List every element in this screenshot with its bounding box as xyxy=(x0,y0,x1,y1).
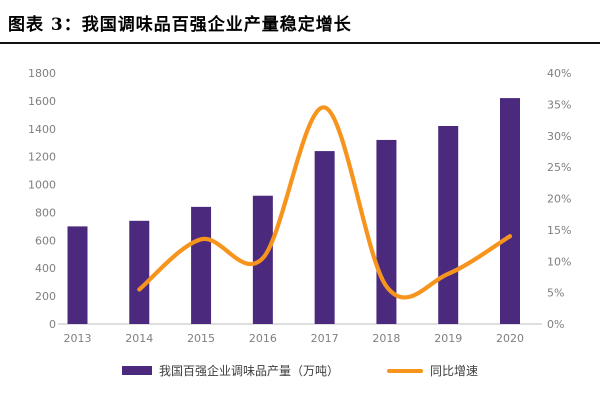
left-axis-tick-1800: 1800 xyxy=(28,67,56,80)
left-axis-tick-1400: 1400 xyxy=(28,123,56,136)
legend-label-production: 我国百强企业调味品产量（万吨） xyxy=(158,364,339,378)
bar-2019 xyxy=(438,125,459,324)
x-axis-label-2015: 2015 xyxy=(187,332,215,345)
x-axis-label-2013: 2013 xyxy=(64,332,92,345)
right-axis-tick-20%: 20% xyxy=(547,193,571,206)
x-axis-label-2014: 2014 xyxy=(125,332,153,345)
left-axis-tick-400: 400 xyxy=(35,262,56,275)
right-axis-tick-15%: 15% xyxy=(547,224,571,237)
x-axis-label-2016: 2016 xyxy=(249,332,277,345)
x-axis-label-2018: 2018 xyxy=(372,332,400,345)
right-axis-tick-30%: 30% xyxy=(547,130,571,143)
right-axis-tick-40%: 40% xyxy=(547,67,571,80)
bar-2013 xyxy=(67,226,88,324)
bar-2018 xyxy=(376,139,397,324)
bar-2020 xyxy=(500,98,520,324)
left-axis-tick-1200: 1200 xyxy=(28,151,56,164)
right-axis-tick-5%: 5% xyxy=(547,287,564,300)
bar-line-chart: 0 200 400 600 800 1000 1200 1400 1600 1800 0% 5% 10%… xyxy=(28,67,571,345)
bar-2015 xyxy=(191,206,212,324)
title-rule xyxy=(0,42,600,44)
legend-item-growth: 同比增速 xyxy=(387,362,478,379)
left-axis-tick-200: 200 xyxy=(35,290,56,303)
x-axis-label-2017: 2017 xyxy=(311,332,339,345)
right-axis-tick-25%: 25% xyxy=(547,161,571,174)
right-axis-tick-10%: 10% xyxy=(547,255,571,268)
left-axis-tick-600: 600 xyxy=(35,234,56,247)
left-axis-tick-0: 0 xyxy=(49,318,56,331)
growth-rate-line xyxy=(137,105,513,300)
legend-swatch-production-bar xyxy=(121,366,152,375)
legend-label-growth: 同比增速 xyxy=(430,364,479,378)
legend-item-production: 我国百强企业调味品产量（万吨） xyxy=(121,362,339,379)
legend-swatch-growth-line xyxy=(387,368,423,373)
x-axis-label-2019: 2019 xyxy=(434,332,462,345)
right-axis-tick-35%: 35% xyxy=(547,98,571,111)
bar-2014 xyxy=(129,220,150,324)
left-axis-tick-1000: 1000 xyxy=(28,179,56,192)
x-axis-label-2020: 2020 xyxy=(496,332,524,345)
left-axis-tick-1600: 1600 xyxy=(28,95,56,108)
left-axis-tick-800: 800 xyxy=(35,206,56,219)
chart-legend: 我国百强企业调味品产量（万吨） 同比增速 xyxy=(0,362,600,379)
right-axis-tick-0%: 0% xyxy=(547,318,564,331)
chart-title: 图表 3：我国调味品百强企业产量稳定增长 xyxy=(8,15,352,35)
bar-2017 xyxy=(314,151,335,324)
